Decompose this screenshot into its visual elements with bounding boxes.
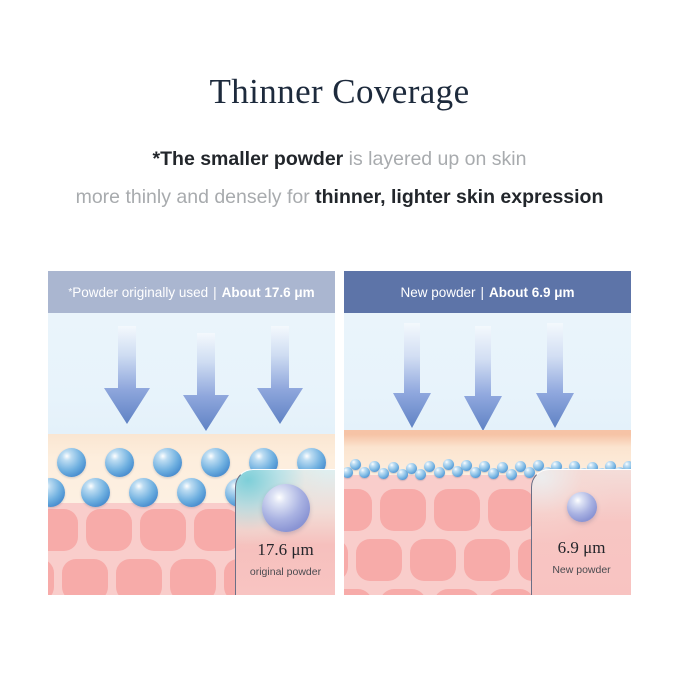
- powder-particle-small: [515, 461, 526, 472]
- powder-particle: [201, 448, 230, 477]
- powder-particle: [129, 478, 158, 507]
- powder-particle-small: [587, 462, 598, 473]
- powder-particle-small: [524, 467, 535, 478]
- powder-particle: [153, 448, 182, 477]
- powder-particle-small: [569, 461, 580, 472]
- powder-particle-small: [443, 459, 454, 470]
- callout-particle: [262, 484, 310, 532]
- panel-right-header-name: New powder: [400, 284, 476, 300]
- down-arrow-icon: [534, 323, 576, 430]
- powder-particle-small: [434, 467, 445, 478]
- powder-particle-small: [605, 461, 616, 472]
- panel-new-powder: New powder | About 6.9 μm: [344, 271, 631, 595]
- page-title: Thinner Coverage: [209, 72, 470, 111]
- powder-particle: [105, 448, 134, 477]
- powder-particle-small: [344, 467, 353, 478]
- callout-original-powder: 17.6 μm original powder: [235, 469, 335, 595]
- powder-particle-small: [388, 462, 399, 473]
- callout-label: New powder: [552, 564, 611, 576]
- powder-particle-small: [415, 469, 426, 480]
- powder-particle-small: [369, 461, 380, 472]
- powder-particle-small: [488, 468, 499, 479]
- powder-particle: [48, 478, 65, 507]
- powder-particle-small: [470, 467, 481, 478]
- panel-left-header-value: About 17.6 μm: [221, 284, 315, 300]
- panel-left-header: * Powder originally used | About 17.6 μm: [48, 271, 335, 313]
- powder-particle-small: [461, 460, 472, 471]
- subtitle-line-1-strong: *The smaller powder: [152, 148, 344, 170]
- subtitle-line-2-strong: thinner, lighter skin expression: [315, 186, 604, 208]
- powder-particle: [81, 478, 110, 507]
- subtitle-line-1-faint: is layered up on skin: [343, 148, 527, 170]
- panel-left-header-separator: |: [213, 284, 217, 300]
- powder-particle-small: [506, 469, 517, 480]
- panel-right-header-value: About 6.9 μm: [489, 284, 575, 300]
- down-arrow-icon: [102, 326, 152, 426]
- down-arrow-icon: [462, 326, 504, 433]
- subtitle-line-2: more thinly and densely for thinner, lig…: [0, 186, 679, 209]
- powder-particle-small: [378, 468, 389, 479]
- panel-left-header-asterisk: *: [68, 286, 73, 298]
- panel-right-header: New powder | About 6.9 μm: [344, 271, 631, 313]
- callout-new-powder: 6.9 μm New powder: [531, 469, 631, 595]
- powder-particle-small: [497, 462, 508, 473]
- panel-right-header-separator: |: [480, 284, 485, 300]
- subtitle-line-2-faint: more thinly and densely for: [75, 186, 316, 208]
- powder-particle: [177, 478, 206, 507]
- powder-particle-small: [479, 461, 490, 472]
- powder-particle-small: [424, 461, 435, 472]
- powder-particle-small: [533, 460, 544, 471]
- down-arrow-icon: [181, 333, 231, 433]
- subtitle-line-1: *The smaller powder is layered up on ski…: [0, 148, 679, 171]
- powder-particle-small: [623, 461, 631, 472]
- powder-particle-small: [359, 467, 370, 478]
- powder-particle-small: [452, 466, 463, 477]
- powder-particle-small: [551, 461, 562, 472]
- panel-left-header-name: Powder originally used: [72, 284, 209, 300]
- callout-label: original powder: [249, 566, 322, 578]
- powder-particle-small: [350, 459, 361, 470]
- powder-particle: [57, 448, 86, 477]
- panel-original-powder: * Powder originally used | About 17.6 μm: [48, 271, 335, 595]
- powder-particle-small: [406, 463, 417, 474]
- callout-particle: [567, 492, 597, 522]
- callout-value: 6.9 μm: [557, 538, 606, 557]
- callout-value: 17.6 μm: [257, 540, 314, 559]
- down-arrow-icon: [391, 323, 433, 430]
- powder-particle-small: [397, 469, 408, 480]
- down-arrow-icon: [255, 326, 305, 426]
